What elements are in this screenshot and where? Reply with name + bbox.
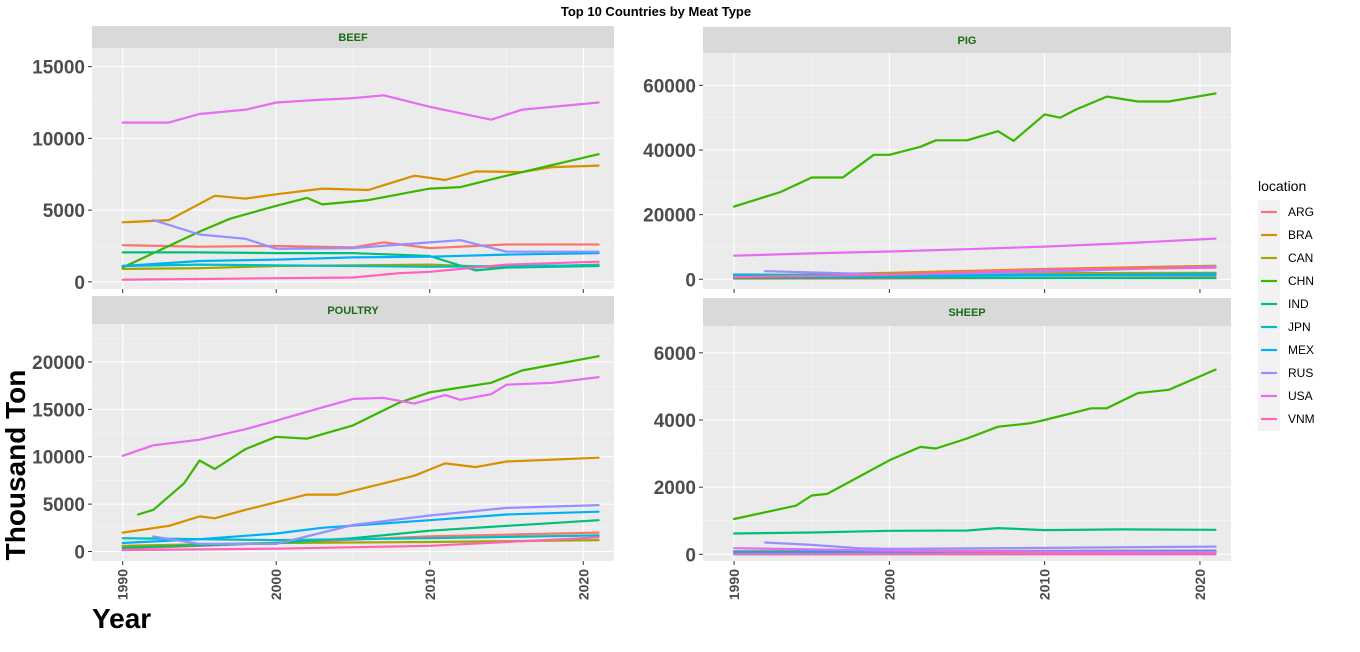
x-tick-label: 2020 [575, 569, 591, 600]
legend-label: MEX [1288, 343, 1314, 357]
series-lines [733, 92, 1217, 280]
series-line-jpn [121, 263, 600, 268]
y-axis-title: Thousand Ton [0, 370, 31, 561]
facet-label: SHEEP [948, 307, 985, 319]
series-line-rus [152, 504, 600, 545]
legend-item-jpn: JPN [1261, 320, 1311, 334]
series-line-rus [764, 541, 1217, 550]
series-line-usa [121, 94, 600, 124]
x-tick-label: 2010 [422, 569, 438, 600]
panel-beef: BEEF 0 5000 10000 15000 [32, 26, 614, 294]
series-lines [121, 94, 600, 281]
series-line-usa [733, 237, 1217, 257]
y-tick-label: 4000 [654, 411, 696, 432]
y-tick-label: 40000 [643, 141, 696, 162]
series-line-usa [733, 547, 1217, 553]
y-tick-label: 20000 [643, 206, 696, 227]
legend-item-usa: USA [1261, 389, 1313, 403]
y-tick-label: 15000 [32, 58, 85, 79]
y-tick-label: 5000 [43, 201, 85, 222]
legend-label: BRA [1288, 228, 1313, 242]
facet-strip [703, 298, 1231, 326]
panels: BEEF050001000015000PIG0200004000060000PO… [32, 26, 1231, 600]
facet-label: PIG [958, 35, 977, 47]
series-line-vnm [121, 260, 600, 281]
facet-strip [92, 296, 614, 324]
panel-sheep: SHEEP 0 2000 4000 6000 1990 2000 2010 2020 [654, 298, 1231, 600]
y-tick-label: 15000 [32, 400, 85, 421]
legend-label: IND [1288, 297, 1309, 311]
facet-label: BEEF [338, 32, 368, 44]
y-tick-label: 0 [685, 545, 696, 566]
series-line-bra [121, 456, 600, 534]
gridlines [92, 324, 614, 561]
legend-label: ARG [1288, 205, 1314, 219]
series-line-mex [121, 510, 600, 545]
series-line-chn [137, 355, 600, 516]
legend-label: CAN [1288, 251, 1313, 265]
series-line-chn [121, 153, 600, 269]
y-tick-label: 20000 [32, 353, 85, 374]
y-tick-label: 2000 [654, 478, 696, 499]
legend-label: USA [1288, 389, 1313, 403]
y-tick-label: 0 [685, 270, 696, 291]
series-line-chn [733, 368, 1217, 521]
facet-label: POULTRY [327, 305, 379, 317]
y-tick-label: 0 [74, 543, 85, 564]
legend-item-bra: BRA [1261, 228, 1313, 242]
series-line-ind [733, 276, 1217, 280]
x-tick-label: 2010 [1037, 569, 1053, 600]
x-axis-title: Year [92, 603, 151, 634]
series-lines [733, 368, 1217, 556]
facet-strip [703, 27, 1231, 53]
legend-item-ind: IND [1261, 297, 1309, 311]
x-tick-label: 2000 [881, 569, 897, 600]
series-line-ind [121, 251, 600, 272]
legend-label: JPN [1288, 320, 1311, 334]
series-lines [121, 355, 600, 552]
panel-poultry: POULTRY 0 5000 10000 15000 20000 1990 2000 2010 2… [32, 296, 614, 600]
x-tick-label: 2020 [1192, 569, 1208, 600]
series-line-vnm [121, 536, 600, 552]
series-line-vnm [733, 266, 1217, 279]
legend: location ARG BRA CAN CHN IND JPN MEX RUS USA VNM [1258, 178, 1315, 431]
legend-item-vnm: VNM [1261, 412, 1315, 426]
y-tick-label: 5000 [43, 495, 85, 516]
y-tick-label: 6000 [654, 344, 696, 365]
legend-item-chn: CHN [1261, 274, 1314, 288]
y-tick-label: 10000 [32, 448, 85, 469]
x-tick-label: 1990 [726, 569, 742, 600]
x-tick-label: 1990 [115, 569, 131, 600]
y-tick-label: 10000 [32, 129, 85, 150]
legend-label: RUS [1288, 366, 1313, 380]
series-line-ind [733, 527, 1217, 535]
legend-label: VNM [1288, 412, 1315, 426]
legend-item-arg: ARG [1261, 205, 1314, 219]
y-tick-label: 60000 [643, 76, 696, 97]
panel-pig: PIG 0 20000 40000 60000 [643, 27, 1231, 293]
legend-title: location [1258, 178, 1306, 194]
y-tick-label: 0 [74, 273, 85, 294]
chart-title: Top 10 Countries by Meat Type [561, 4, 751, 19]
series-line-arg [121, 241, 600, 250]
legend-item-rus: RUS [1261, 366, 1313, 380]
series-line-mex [121, 252, 600, 268]
x-tick-label: 2000 [268, 569, 284, 600]
facet-strip [92, 26, 614, 48]
series-line-usa [121, 376, 600, 457]
legend-item-can: CAN [1261, 251, 1313, 265]
legend-label: CHN [1288, 274, 1314, 288]
legend-item-mex: MEX [1261, 343, 1314, 357]
series-line-rus [152, 219, 600, 253]
series-line-chn [733, 92, 1217, 208]
